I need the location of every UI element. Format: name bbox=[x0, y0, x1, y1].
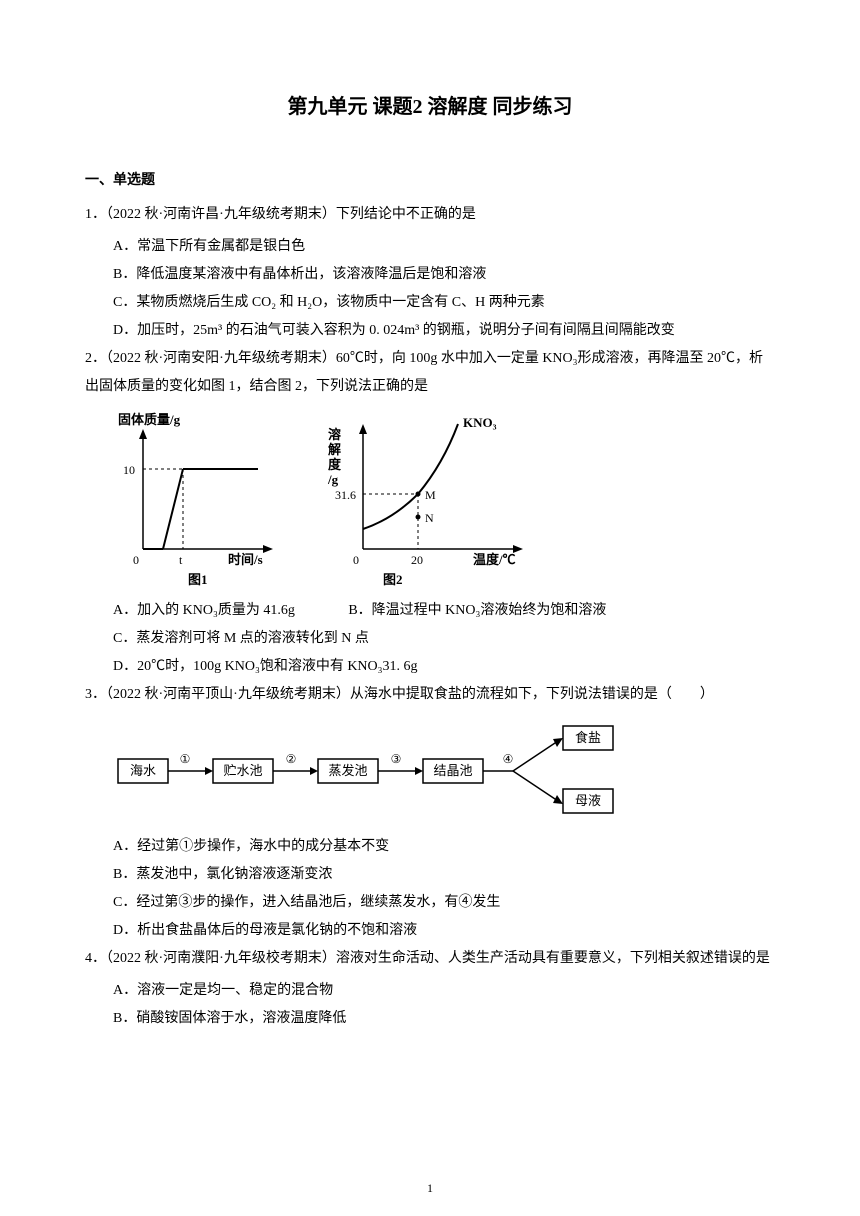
q2-options-cd: C．蒸发溶剂可将 M 点的溶液转化到 N 点 D．20℃时，100g KNO₃饱… bbox=[85, 625, 775, 681]
flow-node-2: 蒸发池 bbox=[328, 763, 367, 778]
q2-options-ab: A．加入的 KNO₃质量为 41.6g B．降温过程中 KNO₃溶液始终为饱和溶… bbox=[85, 597, 775, 625]
figures-container: 固体质量/g 10 0 t 时间/s 图1 溶 解 度 /g bbox=[113, 409, 775, 589]
flow-node-5: 母液 bbox=[575, 793, 601, 808]
q4-option-b: B．硝酸铵固体溶于水，溶液温度降低 bbox=[85, 1005, 775, 1033]
q3-option-c: C．经过第③步的操作，进入结晶池后，继续蒸发水，有④发生 bbox=[85, 889, 775, 917]
question-2: 2．（2022 秋·河南安阳·九年级统考期末）60℃时，向 100g 水中加入一… bbox=[85, 345, 775, 401]
q1-option-a: A．常温下所有金属都是银白色 bbox=[85, 233, 775, 261]
fig2-ylabel2: 解 bbox=[327, 442, 341, 457]
q4-option-a: A．溶液一定是均一、稳定的混合物 bbox=[85, 977, 775, 1005]
fig1-origin: 0 bbox=[133, 553, 139, 567]
fig2-xtick: 20 bbox=[411, 553, 423, 567]
flow-edge-0: ① bbox=[180, 752, 191, 766]
fig1-xtick: t bbox=[179, 553, 183, 567]
fig2-series-label: KNO₃ bbox=[463, 415, 497, 430]
page-title: 第九单元 课题2 溶解度 同步练习 bbox=[85, 90, 775, 119]
fig2-point-m: M bbox=[425, 488, 436, 502]
flow-edge-1: ② bbox=[286, 752, 297, 766]
question-3: 3．（2022 秋·河南平顶山·九年级统考期末）从海水中提取食盐的流程如下，下列… bbox=[85, 681, 775, 709]
flow-edge-2: ③ bbox=[391, 752, 402, 766]
fig1-ylabel: 固体质量/g bbox=[118, 412, 181, 427]
fig1-caption: 图1 bbox=[188, 572, 208, 587]
flowchart: 海水 ① 贮水池 ② 蒸发池 ③ 结晶池 ④ 食盐 母液 bbox=[113, 721, 775, 821]
figure-1: 固体质量/g 10 0 t 时间/s 图1 bbox=[113, 409, 283, 589]
flow-node-1: 贮水池 bbox=[223, 763, 262, 778]
flow-node-3: 结晶池 bbox=[433, 763, 472, 778]
q1-option-d: D．加压时，25m³ 的石油气可装入容积为 0. 024m³ 的钢瓶，说明分子间… bbox=[85, 317, 775, 345]
fig2-ytick: 31.6 bbox=[335, 488, 356, 502]
fig2-origin: 0 bbox=[353, 553, 359, 567]
section-header: 一、单选题 bbox=[85, 169, 775, 189]
q3-option-b: B．蒸发池中，氯化钠溶液逐渐变浓 bbox=[85, 861, 775, 889]
q2-option-a: A．加入的 KNO₃质量为 41.6g bbox=[113, 597, 295, 625]
fig2-ylabel1: 溶 bbox=[328, 427, 341, 442]
page-number: 1 bbox=[427, 1181, 433, 1196]
q1-option-b: B．降低温度某溶液中有晶体析出，该溶液降温后是饱和溶液 bbox=[85, 261, 775, 289]
question-1: 1．（2022 秋·河南许昌·九年级统考期末）下列结论中不正确的是 bbox=[85, 201, 775, 229]
q3-option-a: A．经过第①步操作，海水中的成分基本不变 bbox=[85, 833, 775, 861]
fig2-ylabel4: /g bbox=[327, 472, 339, 487]
flow-edge-3: ④ bbox=[503, 752, 514, 766]
q2-option-d: D．20℃时，100g KNO₃饱和溶液中有 KNO₃31. 6g bbox=[113, 653, 418, 681]
flow-node-0: 海水 bbox=[130, 763, 156, 778]
question-4: 4．（2022 秋·河南濮阳·九年级校考期末）溶液对生命活动、人类生产活动具有重… bbox=[85, 945, 775, 973]
q3-option-d: D．析出食盐晶体后的母液是氯化钠的不饱和溶液 bbox=[85, 917, 775, 945]
flow-node-4: 食盐 bbox=[575, 730, 601, 745]
fig1-xlabel: 时间/s bbox=[228, 552, 263, 567]
fig2-ylabel3: 度 bbox=[328, 457, 342, 472]
fig1-ytick: 10 bbox=[123, 463, 135, 477]
q1-option-c: C．某物质燃烧后生成 CO₂ 和 H₂O，该物质中一定含有 C、H 两种元素 bbox=[85, 289, 775, 317]
fig2-caption: 图2 bbox=[383, 572, 403, 587]
figure-2: 溶 解 度 /g KNO₃ 31.6 M N 0 20 温度/℃ 图2 bbox=[323, 409, 543, 589]
q2-option-b: B．降温过程中 KNO₃溶液始终为饱和溶液 bbox=[348, 597, 606, 625]
fig2-xlabel: 温度/℃ bbox=[473, 552, 516, 567]
q2-option-c: C．蒸发溶剂可将 M 点的溶液转化到 N 点 bbox=[113, 625, 369, 653]
fig2-point-n: N bbox=[425, 511, 434, 525]
